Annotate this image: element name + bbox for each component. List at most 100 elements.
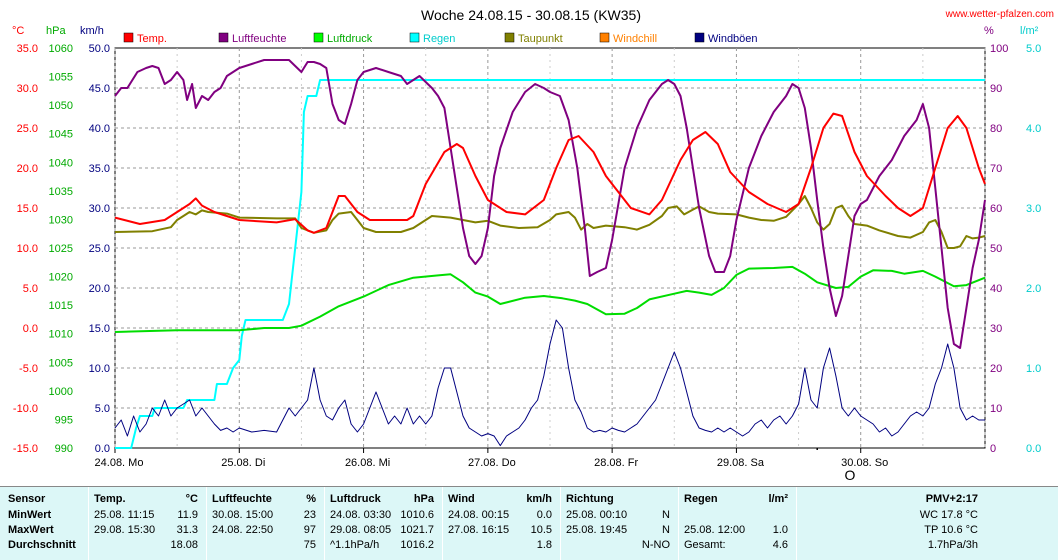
x-tick-label: 30.08. So [841, 457, 888, 469]
wind-tick-label: 40.0 [89, 123, 110, 135]
pressure-tick-label: 1030 [49, 214, 73, 226]
wind-tick-label: 25.0 [89, 243, 110, 255]
hum-max-time: 24.08. 22:50 [212, 524, 274, 536]
pressure-tick-label: 1045 [49, 129, 73, 141]
pressure-tick-label: 1005 [49, 357, 73, 369]
rain-tick-label: 2.0 [1026, 283, 1041, 295]
x-tick-label: 24.08. Mo [95, 457, 144, 469]
header-temp: Temp. [94, 493, 126, 505]
wind-tick-label: 20.0 [89, 283, 110, 295]
rain-max-time: 25.08. 12:00 [684, 524, 746, 536]
humidity-axis-unit: % [984, 25, 994, 37]
dir-avg-value: N-NO [641, 539, 670, 551]
pressure-tick-label: 1060 [49, 43, 73, 55]
wind-min-value: 0.0 [536, 509, 552, 521]
rain-max-value: 1.0 [772, 524, 788, 536]
temp-max-value: 31.3 [176, 524, 198, 536]
header-rain: Regen [684, 493, 718, 505]
chart-title: Woche 24.08.15 - 30.08.15 (KW35) [421, 7, 641, 23]
pressure-tick-label: 1020 [49, 272, 73, 284]
humidity-tick-label: 100 [990, 43, 1008, 55]
legend-label-luftfeuchte: Luftfeuchte [232, 33, 286, 45]
site-link[interactable]: www.wetter-pfalzen.com [945, 9, 1054, 20]
humidity-tick-label: 40 [990, 283, 1002, 295]
legend-swatch-luftdruck [313, 32, 324, 43]
press-trend: ^1.1hPa/h [330, 539, 380, 551]
wind-tick-label: 0.0 [95, 443, 110, 455]
press-min-time: 24.08. 03:30 [330, 509, 392, 521]
temp-axis-unit: °C [12, 25, 24, 37]
legend-swatch-windchill [599, 32, 610, 43]
header-press-unit: hPa [413, 493, 434, 505]
press-avg-value: 1016.2 [400, 539, 434, 551]
row-label-max: MaxWert [8, 524, 54, 536]
temp-tick-label: -5.0 [19, 363, 38, 375]
pressure-tick-label: 1050 [49, 100, 73, 112]
legend-label-taupunkt: Taupunkt [518, 33, 563, 45]
series-line-luftfeuchte [114, 59, 986, 349]
hum-avg-value: 75 [303, 539, 316, 551]
humidity-tick-label: 20 [990, 363, 1002, 375]
humidity-tick-label: 60 [990, 203, 1002, 215]
header-rain-unit: l/m² [768, 493, 788, 505]
pressure-tick-label: 1040 [49, 157, 73, 169]
legend-label-temp: Temp. [137, 33, 167, 45]
header-dir: Richtung [566, 493, 614, 505]
rain-total-label: Gesamt: [684, 539, 726, 551]
header-hum: Luftfeuchte [212, 493, 272, 505]
temp-tick-label: 35.0 [17, 43, 38, 55]
header-pmv: PMV+2:17 [925, 493, 978, 505]
wind-max-value: 10.5 [530, 524, 552, 536]
legend-swatch-regen [409, 32, 420, 43]
wind-tick-label: 10.0 [89, 363, 110, 375]
wind-tick-label: 50.0 [89, 43, 110, 55]
temp-tick-label: 30.0 [17, 83, 38, 95]
wind-tick-label: 35.0 [89, 163, 110, 175]
legend-label-windchill: Windchill [613, 33, 657, 45]
temp-tick-label: 5.0 [23, 283, 38, 295]
wind-tick-label: 30.0 [89, 203, 110, 215]
temp-min-value: 11.9 [177, 509, 198, 521]
humidity-tick-label: 30 [990, 323, 1002, 335]
dir-max-time: 25.08. 19:45 [566, 524, 628, 536]
legend: Temp. Luftfeuchte Luftdruck Regen Taupun… [123, 32, 758, 45]
pressure-tick-label: 1025 [49, 243, 73, 255]
legend-swatch-taupunkt [504, 32, 515, 43]
pressure-tick-label: 990 [55, 443, 73, 455]
wind-tick-label: 45.0 [89, 83, 110, 95]
x-tick-label: 28.08. Fr [594, 457, 638, 469]
wind-axis-unit: km/h [80, 25, 104, 37]
x-tick-label: 29.08. Sa [717, 457, 765, 469]
pressure-tick-label: 995 [55, 414, 73, 426]
rain-total-value: 4.6 [772, 539, 788, 551]
humidity-tick-label: 10 [990, 403, 1002, 415]
pmv-windchill: WC 17.8 °C [919, 509, 978, 521]
temp-tick-label: -15.0 [13, 443, 38, 455]
hum-min-time: 30.08. 15:00 [212, 509, 274, 521]
series-line-windboeen [114, 319, 985, 447]
wind-avg-value: 1.8 [536, 539, 552, 551]
dir-max-value: N [662, 524, 670, 536]
header-sensor: Sensor [8, 493, 46, 505]
humidity-tick-label: 90 [990, 83, 1002, 95]
pmv-taupunkt: TP 10.6 °C [924, 524, 978, 536]
temp-tick-label: -10.0 [13, 403, 38, 415]
wind-min-time: 24.08. 00:15 [448, 509, 510, 521]
humidity-tick-label: 50 [990, 243, 1002, 255]
wind-max-time: 27.08. 16:15 [448, 524, 510, 536]
pressure-tick-label: 1010 [49, 329, 73, 341]
legend-swatch-temp [123, 32, 134, 43]
hum-max-value: 97 [303, 524, 316, 536]
temp-tick-label: 25.0 [17, 123, 38, 135]
pmv-trend: 1.7hPa/3h [927, 539, 978, 551]
press-max-time: 29.08. 08:05 [330, 524, 392, 536]
pressure-tick-label: 1015 [49, 300, 73, 312]
temp-tick-label: 15.0 [17, 203, 38, 215]
wind-tick-label: 15.0 [89, 323, 110, 335]
temp-avg-value: 18.08 [170, 539, 198, 551]
rain-tick-label: 4.0 [1026, 123, 1041, 135]
legend-label-luftdruck: Luftdruck [327, 33, 373, 45]
rain-axis-unit: l/m² [1020, 25, 1039, 37]
header-hum-unit: % [306, 493, 316, 505]
humidity-tick-label: 0 [990, 443, 996, 455]
